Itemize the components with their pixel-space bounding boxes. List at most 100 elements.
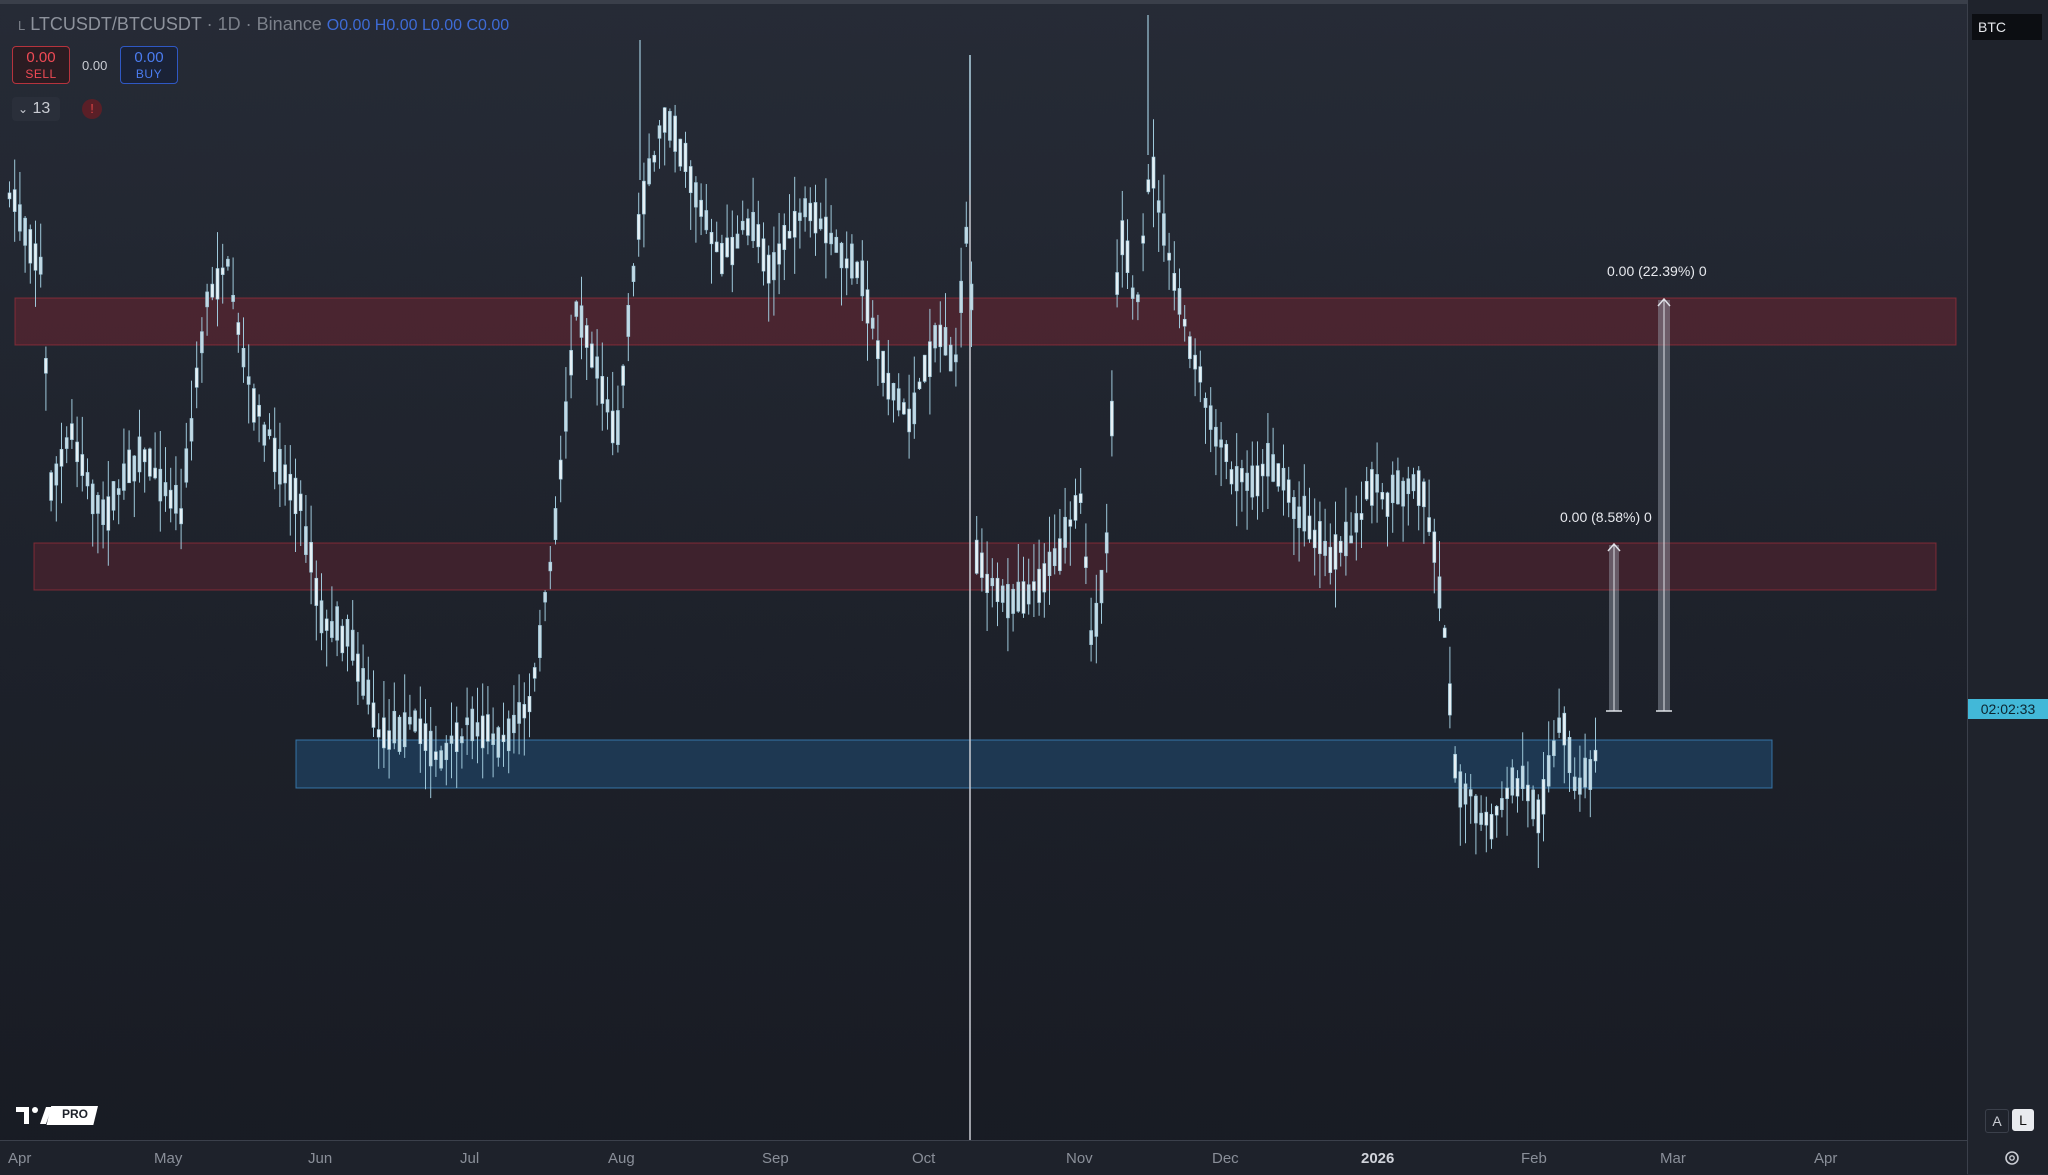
legend-prefix: L (18, 18, 26, 33)
alert-icon[interactable]: ! (82, 99, 102, 119)
candle-body (626, 305, 631, 337)
candle-body (1136, 294, 1140, 303)
candle-body (231, 294, 235, 302)
candle-body (512, 714, 516, 734)
candle-body (184, 448, 189, 483)
candle-body (356, 653, 360, 682)
candle-body (1037, 568, 1041, 603)
candle-body (1130, 287, 1135, 299)
candle-body (408, 716, 412, 725)
symbol-legend[interactable]: L LTCUSDT/BTCUSDT · 1D · Binance O0.00 H… (18, 14, 509, 35)
candle-body (434, 751, 438, 760)
support-zone[interactable] (295, 739, 1773, 789)
candle-body (1364, 480, 1369, 500)
candle-body (402, 712, 407, 748)
candle-body (392, 710, 397, 744)
candle-body (491, 733, 495, 745)
candle-body (725, 237, 729, 258)
candle-body (423, 723, 428, 751)
candle-body (527, 696, 532, 713)
candle-body (704, 210, 709, 231)
window-top-border (0, 0, 2048, 4)
candle-body (1234, 466, 1239, 492)
candle-body (298, 493, 303, 512)
buy-button[interactable]: 0.00 BUY (120, 46, 178, 84)
candle-body (881, 350, 885, 384)
auto-scale-button[interactable]: A (1985, 1109, 2009, 1133)
candle-body (33, 243, 38, 271)
time-axis-label: Oct (912, 1150, 936, 1167)
candle-body (1047, 551, 1052, 577)
candle-body (340, 625, 345, 654)
gear-icon[interactable] (2002, 1148, 2022, 1168)
candle-body (1084, 556, 1088, 568)
candle-body (1427, 517, 1431, 533)
candle-body (38, 256, 43, 275)
tradingview-logo-icon (16, 1106, 98, 1125)
candle-body (1416, 470, 1421, 506)
candle-body (777, 243, 781, 265)
sell-button[interactable]: 0.00 SELL (12, 46, 70, 84)
candle-body (517, 702, 521, 724)
candle-body (220, 267, 225, 275)
candle-body (636, 214, 641, 240)
time-axis-label: Aug (608, 1150, 635, 1167)
candle-body (1333, 534, 1338, 570)
candle-body (413, 710, 417, 732)
candle-body (1271, 454, 1275, 482)
candle-body (1000, 585, 1005, 603)
candle-body (782, 225, 787, 250)
candle-body (428, 730, 433, 767)
tradingview-logo[interactable]: PRO (16, 1104, 102, 1131)
candle-body (959, 280, 963, 313)
candle-body (985, 573, 989, 594)
candle-body (964, 226, 969, 244)
candle-body (1515, 778, 1520, 797)
candle-body (1552, 740, 1556, 756)
candle-body (1021, 581, 1026, 614)
candle-body (309, 541, 313, 573)
indicators-collapse-toggle[interactable]: ⌄ 13 (12, 97, 60, 121)
log-scale-button[interactable]: L (2012, 1109, 2034, 1131)
candle-body (1338, 540, 1343, 553)
candle-body (205, 291, 209, 308)
candle-body (1167, 252, 1171, 261)
candle-body (1172, 272, 1177, 291)
chart-plot-area[interactable] (0, 0, 1967, 1140)
candle-body (1177, 288, 1182, 315)
candle-body (324, 618, 329, 631)
symbol-name[interactable]: LTCUSDT/BTCUSDT (30, 14, 202, 34)
dot-separator: · (245, 14, 252, 34)
candle-body (449, 735, 454, 744)
candle-body (569, 350, 573, 376)
price-axis[interactable] (1967, 0, 2048, 1174)
candle-body (111, 481, 116, 511)
candle-body (564, 401, 568, 432)
candle-body (335, 606, 339, 641)
candle-body (1266, 442, 1270, 477)
candle-body (85, 472, 90, 487)
candle-body (350, 629, 355, 661)
sell-price: 0.00 (26, 49, 56, 66)
candle-body (1214, 426, 1218, 447)
time-axis[interactable] (0, 1140, 1967, 1175)
candle-body (1240, 468, 1244, 483)
candle-body (543, 592, 547, 603)
upper-resistance-zone[interactable] (14, 297, 1957, 346)
candle-body (558, 459, 563, 480)
candle-body (90, 483, 95, 515)
time-axis-label: Mar (1660, 1150, 1686, 1167)
candle-body (1281, 467, 1286, 491)
candle-body (1032, 581, 1036, 591)
interval[interactable]: 1D (217, 14, 241, 34)
candle-body (922, 354, 927, 382)
candle-body (252, 388, 256, 423)
candle-body (928, 341, 932, 377)
candle-body (1110, 400, 1114, 437)
candle-body (397, 716, 402, 752)
candle-body (673, 115, 677, 152)
drawing-layer (14, 55, 1957, 1140)
open-value: 0.00 (339, 17, 371, 34)
candle-body (1453, 753, 1457, 779)
candle-body (605, 399, 610, 413)
